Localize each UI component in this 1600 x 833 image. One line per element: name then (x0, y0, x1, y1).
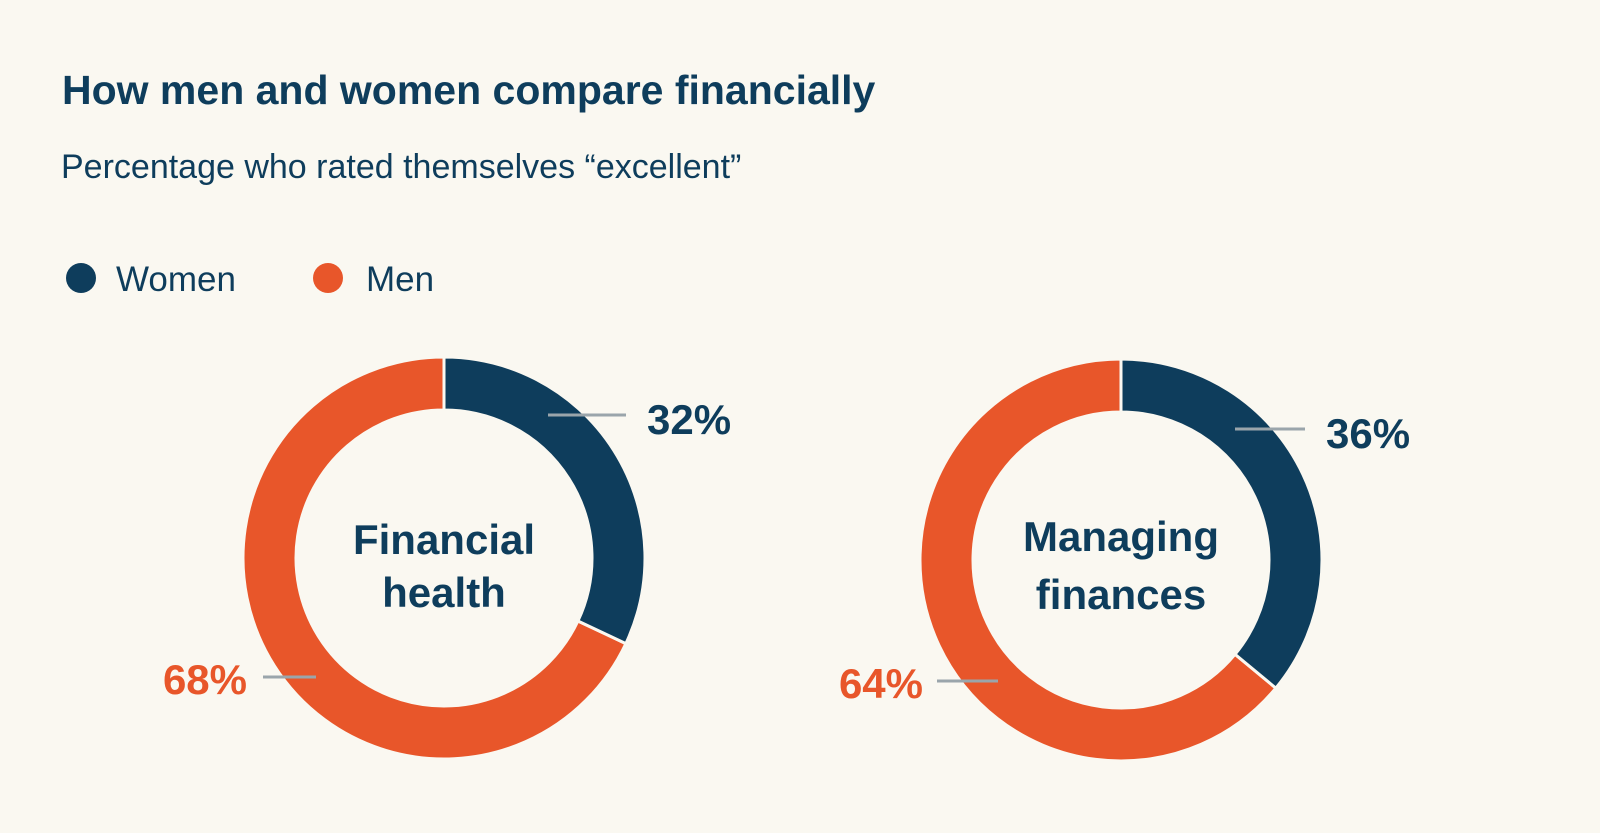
value-label-men: 64% (839, 660, 923, 707)
value-label-women: 32% (647, 396, 731, 443)
center-label-line2: finances (1036, 571, 1206, 618)
legend: Women Men (66, 260, 434, 299)
center-label-line2: health (382, 569, 506, 616)
legend-swatch-men (313, 263, 343, 293)
donut-financial-health: Financial health 32% 68% (163, 355, 731, 761)
slice-men (918, 357, 1278, 763)
slice-women (1119, 357, 1324, 691)
center-label-line1: Managing (1023, 513, 1219, 560)
slice-men (241, 355, 628, 761)
chart-subtitle: Percentage who rated themselves “excelle… (61, 148, 741, 186)
legend-label-women: Women (116, 260, 236, 299)
chart-title: How men and women compare financially (62, 67, 876, 113)
center-label-line1: Financial (353, 516, 535, 563)
legend-swatch-women (66, 263, 96, 293)
value-label-women: 36% (1326, 410, 1410, 457)
value-label-men: 68% (163, 656, 247, 703)
slice-women (442, 355, 647, 646)
legend-label-men: Men (366, 260, 434, 299)
donut-managing-finances: Managing finances 36% 64% (839, 357, 1410, 763)
